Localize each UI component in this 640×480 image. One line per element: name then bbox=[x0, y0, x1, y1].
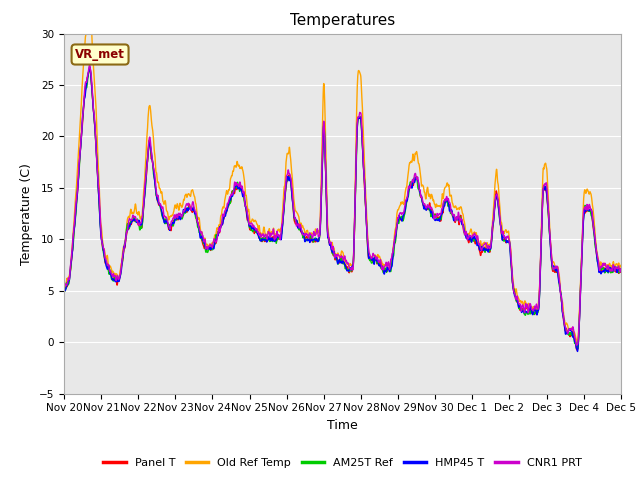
Panel T bbox=[573, 347, 580, 353]
Panel T bbox=[86, 65, 93, 71]
Old Ref Temp bbox=[216, 224, 223, 229]
Old Ref Temp bbox=[86, 9, 93, 14]
CNR1 PRT bbox=[504, 234, 512, 240]
AM25T Ref bbox=[568, 333, 575, 339]
CNR1 PRT bbox=[359, 143, 367, 148]
CNR1 PRT bbox=[86, 61, 93, 67]
Panel T bbox=[359, 145, 367, 151]
CNR1 PRT bbox=[371, 253, 379, 259]
Panel T bbox=[371, 254, 379, 260]
Panel T bbox=[584, 206, 591, 212]
HMP45 T bbox=[617, 266, 625, 272]
AM25T Ref bbox=[216, 228, 223, 233]
Panel T bbox=[568, 331, 575, 337]
Title: Temperatures: Temperatures bbox=[290, 13, 395, 28]
Line: CNR1 PRT: CNR1 PRT bbox=[64, 64, 621, 345]
Text: VR_met: VR_met bbox=[75, 48, 125, 61]
Old Ref Temp bbox=[617, 263, 625, 268]
Old Ref Temp bbox=[371, 253, 379, 259]
CNR1 PRT bbox=[573, 342, 580, 348]
Panel T bbox=[60, 285, 68, 291]
HMP45 T bbox=[371, 257, 379, 263]
AM25T Ref bbox=[60, 283, 68, 289]
AM25T Ref bbox=[574, 346, 582, 352]
AM25T Ref bbox=[359, 146, 367, 152]
Legend: Panel T, Old Ref Temp, AM25T Ref, HMP45 T, CNR1 PRT: Panel T, Old Ref Temp, AM25T Ref, HMP45 … bbox=[99, 453, 586, 472]
Old Ref Temp bbox=[60, 284, 68, 290]
HMP45 T bbox=[504, 240, 512, 245]
HMP45 T bbox=[86, 64, 93, 70]
Panel T bbox=[216, 230, 223, 236]
Panel T bbox=[504, 238, 512, 244]
HMP45 T bbox=[568, 328, 575, 334]
Old Ref Temp bbox=[359, 111, 367, 117]
HMP45 T bbox=[60, 287, 68, 293]
Line: Panel T: Panel T bbox=[64, 68, 621, 350]
Old Ref Temp bbox=[584, 187, 591, 192]
HMP45 T bbox=[573, 348, 581, 354]
AM25T Ref bbox=[371, 257, 379, 263]
Line: Old Ref Temp: Old Ref Temp bbox=[64, 12, 621, 343]
Line: HMP45 T: HMP45 T bbox=[64, 67, 621, 351]
CNR1 PRT bbox=[568, 327, 575, 333]
CNR1 PRT bbox=[216, 228, 223, 233]
HMP45 T bbox=[584, 207, 591, 213]
CNR1 PRT bbox=[617, 266, 625, 272]
Old Ref Temp bbox=[573, 340, 581, 346]
AM25T Ref bbox=[86, 64, 93, 70]
Line: AM25T Ref: AM25T Ref bbox=[64, 67, 621, 349]
AM25T Ref bbox=[504, 238, 512, 244]
Old Ref Temp bbox=[504, 228, 512, 234]
HMP45 T bbox=[359, 148, 367, 154]
AM25T Ref bbox=[584, 207, 591, 213]
CNR1 PRT bbox=[60, 282, 68, 288]
AM25T Ref bbox=[617, 268, 625, 274]
HMP45 T bbox=[216, 225, 223, 231]
CNR1 PRT bbox=[584, 204, 591, 210]
Y-axis label: Temperature (C): Temperature (C) bbox=[20, 163, 33, 264]
Old Ref Temp bbox=[568, 325, 575, 331]
Panel T bbox=[617, 269, 625, 275]
X-axis label: Time: Time bbox=[327, 419, 358, 432]
